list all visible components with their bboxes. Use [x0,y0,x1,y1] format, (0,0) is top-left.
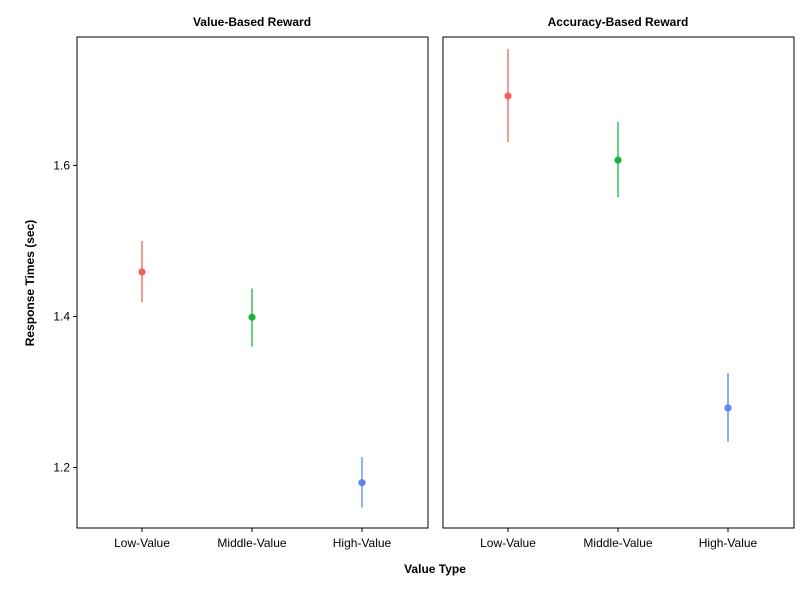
panel-marks-left [138,240,366,532]
y-tick-label: 1.6 [53,158,70,172]
panel-right: Accuracy-Based Reward Low-Value Middle-V… [442,15,795,550]
data-point [504,92,512,100]
x-tick-label: Middle-Value [217,536,286,550]
panel-title-right: Accuracy-Based Reward [548,15,689,29]
data-point [248,313,256,321]
x-tick-label: High-Value [333,536,392,550]
y-axis: 1.2 1.4 1.6 [53,158,77,475]
data-point [358,479,366,487]
x-tick-label: Middle-Value [583,536,652,550]
x-axis-right: Low-Value Middle-Value High-Value [480,536,757,550]
x-tick-label: Low-Value [480,536,536,550]
panel-frame-left [76,36,429,529]
panel-left: Value-Based Reward Low-Value Middle-Valu… [53,15,429,550]
panel-marks-right [504,49,732,532]
x-axis-title: Value Type [404,562,466,576]
data-point [138,268,146,276]
y-tick-label: 1.4 [53,309,70,323]
x-axis-left: Low-Value Middle-Value High-Value [114,536,391,550]
y-tick-label: 1.2 [53,461,70,475]
panel-frame-right [442,36,795,529]
x-tick-label: Low-Value [114,536,170,550]
x-tick-label: High-Value [699,536,758,550]
data-point [614,156,622,164]
y-axis-title: Response Times (sec) [23,220,37,347]
panel-title-left: Value-Based Reward [193,15,311,29]
data-point [724,404,732,412]
